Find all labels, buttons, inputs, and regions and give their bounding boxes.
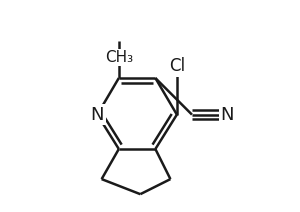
Text: Cl: Cl <box>169 57 185 75</box>
Text: N: N <box>91 106 104 124</box>
Text: CH₃: CH₃ <box>105 50 133 65</box>
Text: N: N <box>221 106 234 124</box>
